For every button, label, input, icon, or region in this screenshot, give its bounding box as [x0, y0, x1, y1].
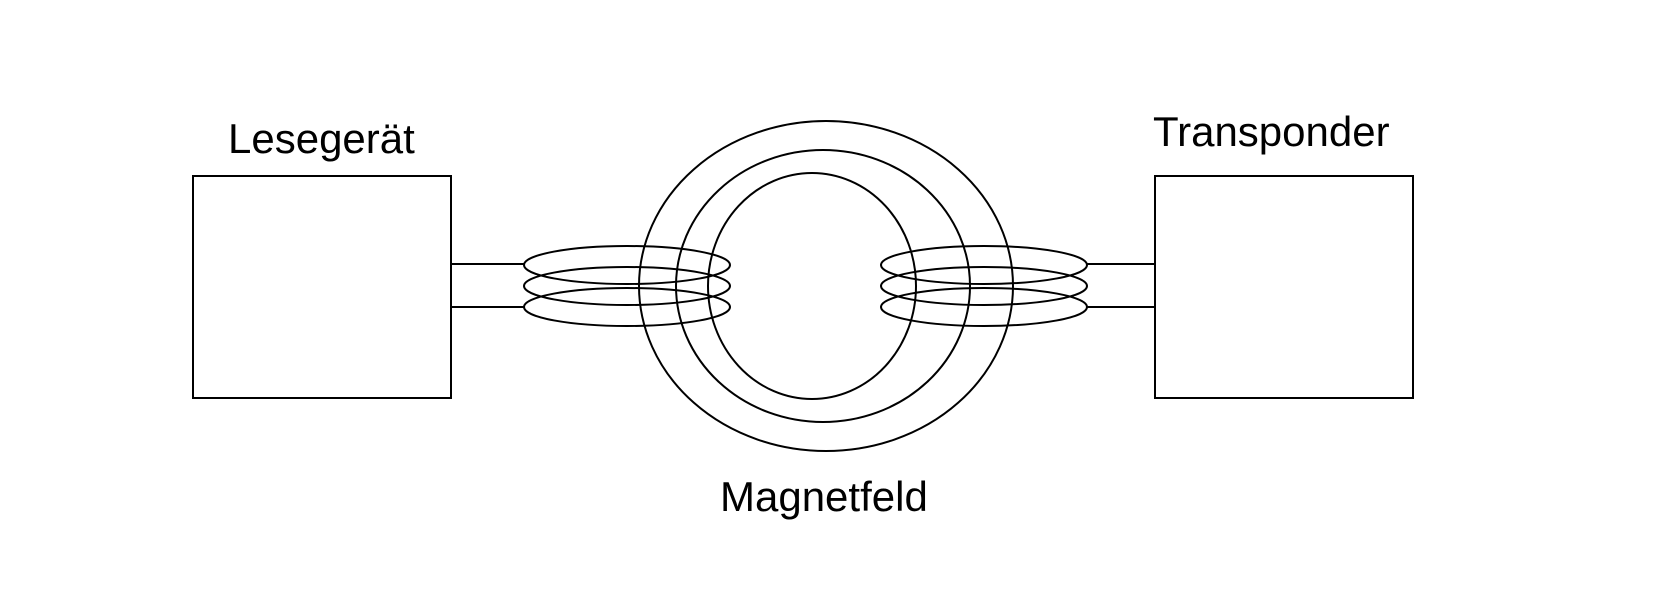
reader-coil	[523, 245, 731, 327]
reader-coil-winding	[523, 287, 731, 327]
transponder-coil-winding	[880, 287, 1088, 327]
reader-box	[192, 175, 452, 399]
field-line-outer	[638, 120, 1014, 452]
transponder-coil-winding	[880, 245, 1088, 285]
reader-coil-winding	[523, 266, 731, 306]
transponder-coil	[880, 245, 1088, 327]
field-line-inner	[707, 172, 917, 400]
magnetic-field-lines	[638, 120, 1014, 452]
transponder-box	[1154, 175, 1414, 399]
reader-coil-winding	[523, 245, 731, 285]
field-line-middle	[675, 149, 971, 423]
magnetic-field-label: Magnetfeld	[720, 473, 928, 520]
reader-label: Lesegerät	[228, 115, 415, 162]
transponder-coil-winding	[880, 266, 1088, 306]
transponder-label: Transponder	[1153, 108, 1390, 155]
